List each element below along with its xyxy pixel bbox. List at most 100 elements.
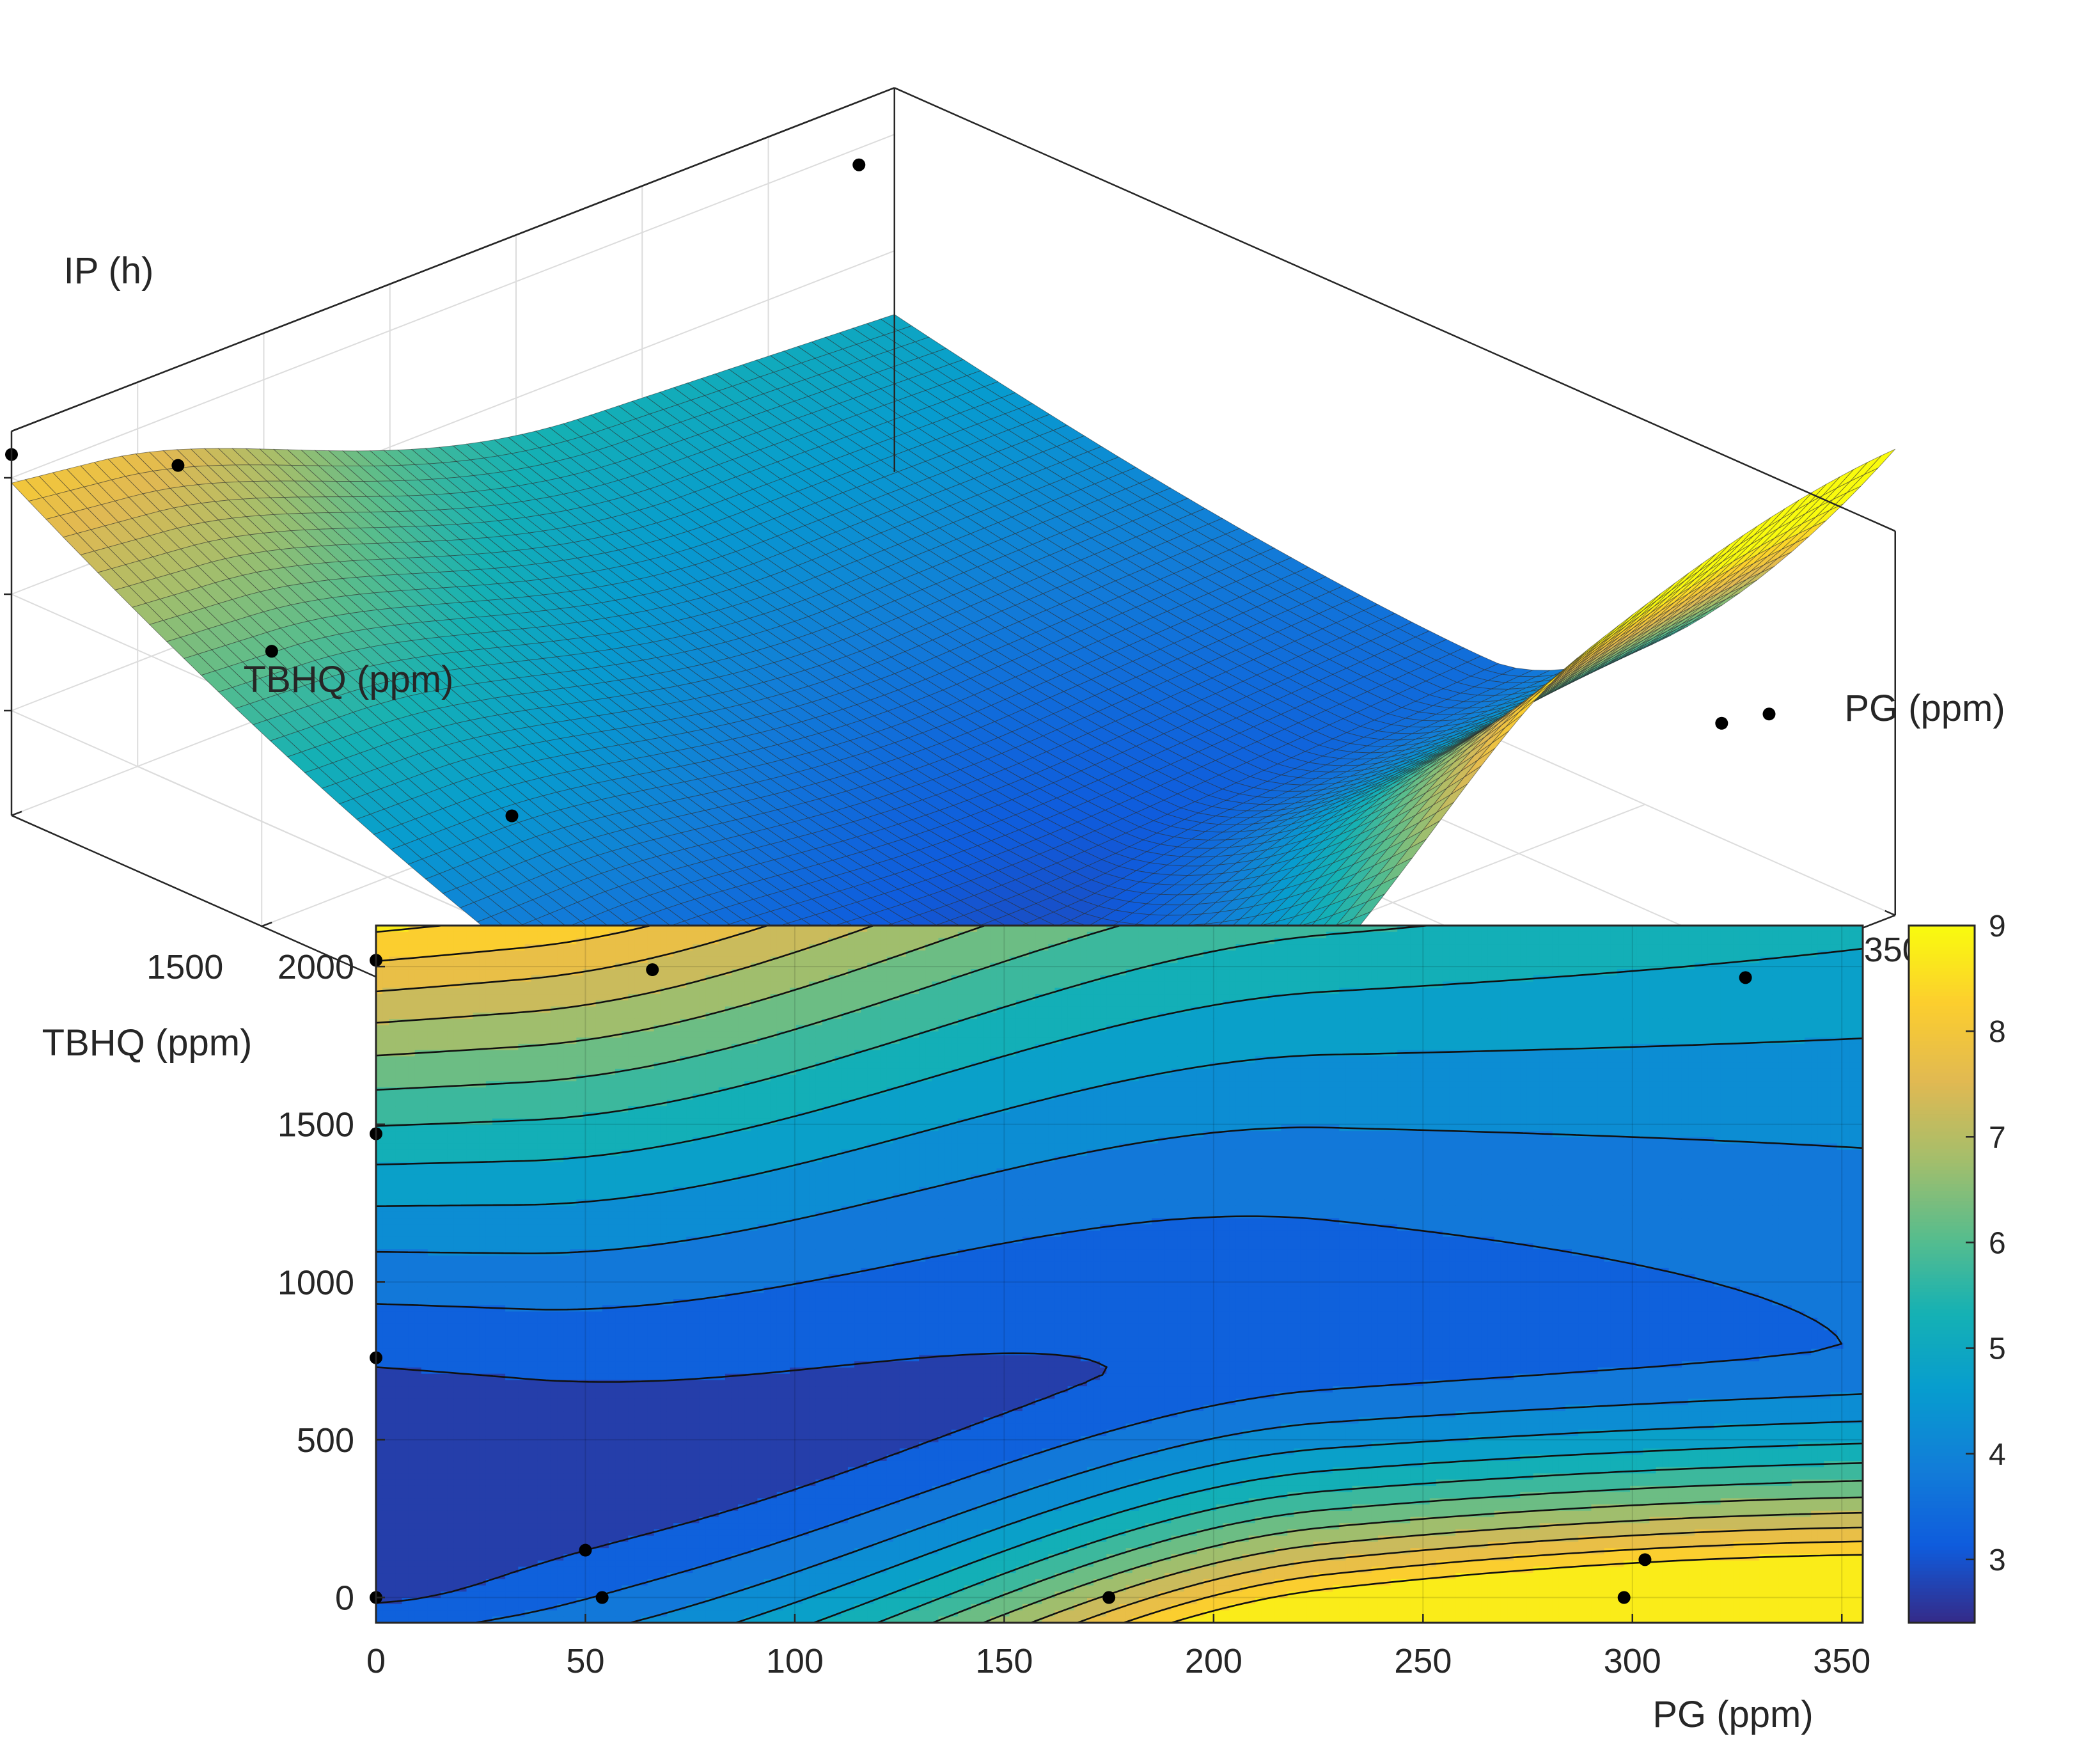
contour-cell [414,1467,422,1474]
contour-cell [382,1025,389,1032]
contour-cell [441,1124,448,1132]
contour-cell [402,1181,409,1188]
contour-cell [421,1355,428,1362]
contour-cell [382,1168,389,1175]
contour-cell [389,1131,396,1138]
contour-cell [427,1442,435,1449]
contour-cell [376,1566,383,1574]
contour-cell [434,1043,441,1051]
contour-cell [389,1610,396,1617]
contour-cell [441,1268,448,1275]
contour-cell [395,1405,403,1412]
contour-cell [376,1143,383,1151]
contour-cell [414,1542,422,1549]
contour-cell [382,1373,389,1381]
contour-cell [427,1006,435,1013]
contour-cell [395,1286,403,1293]
contour-cell [414,1336,422,1343]
contour-cell [395,1392,403,1400]
contour-cell [382,1548,389,1555]
contour-cell [389,1479,396,1487]
contour-cell [382,931,389,939]
contour-cell [402,1467,409,1474]
contour-cell [421,1380,428,1387]
contour-cell [389,1343,396,1350]
contour-cell [414,1386,422,1393]
contour-cell [441,1386,448,1393]
contour-cell [382,1430,389,1437]
contour-cell [434,1392,441,1400]
contour-cell [408,1187,416,1194]
contour-cell [389,1037,396,1045]
contour-cell [382,1143,389,1151]
contour-cell [402,1460,409,1468]
contour-cell [421,1542,428,1549]
contour-cell [389,1348,396,1356]
contour-cell [408,1348,416,1356]
contour-cell [427,1230,435,1238]
contour-cell [382,1187,389,1194]
contour-cell [421,1510,428,1518]
contour-cell [414,1068,422,1076]
contour-cell [414,1174,422,1181]
contour-cell [421,975,428,982]
contour-cell [376,1106,383,1113]
contour-cell [395,994,403,1001]
contour-cell [376,1081,383,1088]
contour-cell [427,1510,435,1518]
contour-cell [389,950,396,958]
contour-cell [427,1467,435,1474]
contour-cell [402,1093,409,1101]
contour-cell [441,1025,448,1032]
contour-cell [376,1261,383,1268]
contour-cell [441,1112,448,1119]
contour-cell [408,1467,416,1474]
contour-cell [402,1417,409,1424]
contour-cell [414,1361,422,1368]
contour-cell [414,1143,422,1151]
contour-cell [395,1343,403,1350]
contour-cell [402,1523,409,1530]
contour-cell [402,1579,409,1586]
contour-cell [389,1106,396,1113]
contour-cell [408,1460,416,1468]
contour-cell [427,1473,435,1480]
contour-cell [402,944,409,951]
contour-cell [427,975,435,982]
contour-cell [395,1075,403,1082]
contour-cell [414,1268,422,1275]
contour-cell [421,1193,428,1200]
contour-cell [434,1330,441,1337]
contour-cell [402,1554,409,1561]
contour-cell [395,1417,403,1424]
contour-cell [376,1311,383,1318]
contour-cell [434,1268,441,1275]
contour-cell [427,1112,435,1119]
contour-cell [395,1230,403,1238]
contour-cell [382,1604,389,1611]
contour-cell [389,1386,396,1393]
contour-cell [382,1348,389,1356]
contour-cell [382,1355,389,1362]
contour-cell [402,1143,409,1151]
contour-cell [434,1211,441,1219]
contour-cell [382,1093,389,1101]
contour-cell [434,1585,441,1593]
contour-cell [434,1355,441,1362]
contour-cell [434,1373,441,1381]
contour-cell [434,1224,441,1231]
contour-cell [408,944,416,951]
contour-cell [414,1137,422,1144]
contour-cell [414,1075,422,1082]
contour-cell [427,1448,435,1455]
surface-data-point [265,645,278,658]
contour-cell [382,1274,389,1281]
contour-cell [376,1187,383,1194]
contour-cell [382,1181,389,1188]
contour-cell [421,1174,428,1181]
contour-cell [427,1517,435,1524]
contour-cell [427,1523,435,1530]
contour-cell [408,1156,416,1163]
contour-cell [434,1280,441,1288]
contour-cell [376,1006,383,1013]
